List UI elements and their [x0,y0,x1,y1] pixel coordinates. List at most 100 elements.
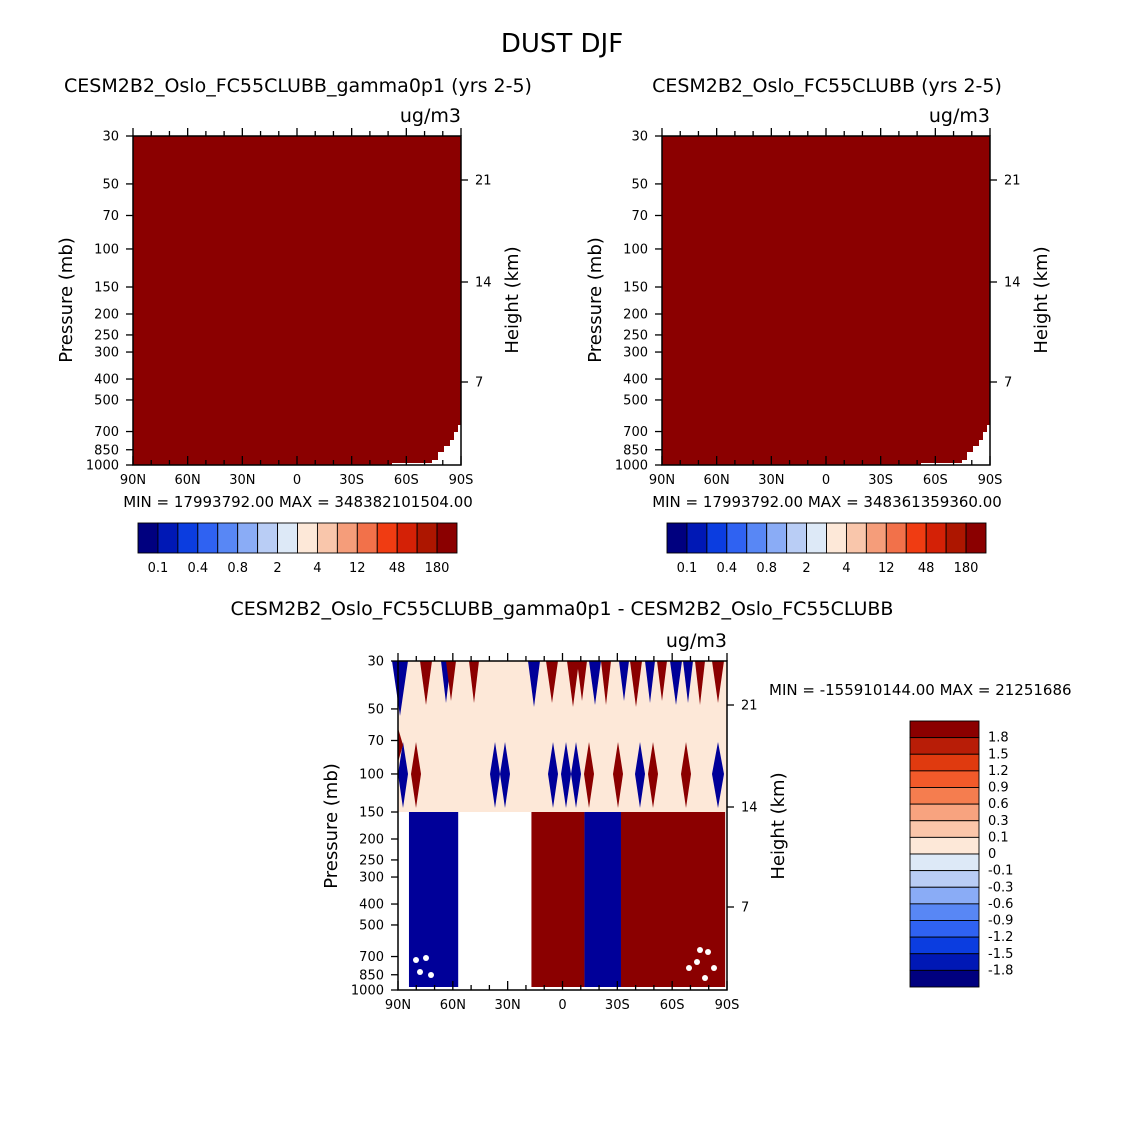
colorbar-swatch [766,522,788,554]
y-tick-label: 500 [623,393,648,408]
x-tick-label: 60N [175,473,201,488]
x-tick-label: 60S [923,473,948,488]
mid-blob [398,728,403,762]
colorbar-label: 0.4 [716,561,737,576]
panel-left-units: ug/m3 [400,105,461,127]
height-tick-label: 14 [741,801,758,816]
upper-spike [695,661,705,705]
y-tick-label: 30 [367,655,384,670]
upper-spike [657,661,667,701]
panel-left-ylabel: Pressure (mb) [56,237,77,363]
colorbar-swatch [396,522,418,554]
x-tick-label: 60N [704,473,730,488]
x-tick-label: 30N [229,473,255,488]
colorbar-swatch [686,522,708,554]
height-tick-label: 21 [475,174,492,189]
colorbar-label: 180 [425,561,450,576]
upper-spike [630,661,642,707]
upper-spike [589,661,601,705]
colorbar-swatch [826,522,847,554]
y-tick-label: 700 [94,425,119,440]
colorbar-swatch [909,753,980,772]
colorbar-label: 1.2 [988,764,1009,779]
colorbar-label: -0.6 [988,897,1013,912]
x-tick-label: 90S [715,998,740,1013]
colorbar-label: 48 [918,561,935,576]
colorbar-label: 12 [349,561,366,576]
upper-spike [446,661,456,701]
colorbar-swatch [297,522,318,554]
mid-blob [490,742,500,808]
height-tick-label: 21 [741,699,758,714]
colorbar-swatch [909,803,980,822]
panel-right: CESM2B2_Oslo_FC55CLUBB (yrs 2-5) ug/m3 3… [585,75,1052,576]
colorbar-label: 0.6 [988,797,1009,812]
y-tick-label: 200 [94,307,119,322]
colorbar-label: 4 [842,561,850,576]
main-title: DUST DJF [501,29,623,59]
colorbar-label: 0.1 [148,561,169,576]
panel-diff-title: CESM2B2_Oslo_FC55CLUBB_gamma0p1 - CESM2B… [231,598,894,620]
x-tick-label: 90S [978,473,1003,488]
panel-right-minmax: MIN = 17993792.00 MAX = 348361359360.00 [652,493,1002,511]
colorbar-swatch [277,522,298,554]
panel-diff-lower-regions [408,812,726,987]
colorbar-swatch [336,522,358,554]
colorbar-swatch [376,522,398,554]
panel-left-gap [392,425,461,465]
colorbar-swatch [217,522,239,554]
upper-spike [683,661,693,703]
colorbar-label: 0.1 [988,830,1009,845]
colorbar-label: 0.9 [988,781,1009,796]
upper-spike [528,661,540,707]
x-tick-label: 60S [660,998,685,1013]
panel-right-x-ticks: 90N 60N 30N 0 30S 60S 90S [649,128,1003,488]
white-hole [413,957,419,963]
y-tick-label: 1000 [615,459,648,474]
colorbar-swatch [909,836,980,855]
y-tick-label: 100 [623,242,648,257]
y-tick-label: 400 [359,898,384,913]
panel-left-right-ticks: 21 14 7 [461,174,492,391]
colorbar-label: -1.8 [988,963,1013,978]
y-tick-label: 250 [623,328,648,343]
panel-diff: CESM2B2_Oslo_FC55CLUBB_gamma0p1 - CESM2B… [231,598,1072,1013]
colorbar-label: 0.8 [756,561,777,576]
colorbar-swatch [905,522,927,554]
panel-right-units: ug/m3 [929,105,990,127]
colorbar-label: -0.3 [988,880,1013,895]
mid-blob [635,742,645,808]
colorbar-swatch [436,522,458,554]
x-tick-label: 30S [868,473,893,488]
colorbar-label: 0.1 [677,561,698,576]
panel-diff-right-ticks: 21 14 7 [727,699,758,916]
x-tick-label: 90S [449,473,474,488]
mid-blob [681,742,691,808]
height-tick-label: 14 [475,276,492,291]
colorbar-swatch [786,522,808,554]
panel-right-ylabel-right: Height (km) [1031,246,1052,353]
y-tick-label: 250 [359,853,384,868]
white-hole [711,965,717,971]
upper-spike [619,661,629,701]
panel-right-ylabel: Pressure (mb) [585,237,606,363]
white-hole [702,975,708,981]
panel-left-minmax: MIN = 17993792.00 MAX = 348382101504.00 [123,493,473,511]
colorbar-label: 0.8 [227,561,248,576]
white-hole [423,955,429,961]
colorbar-swatch [666,522,688,554]
y-tick-label: 70 [367,734,384,749]
colorbar-swatch [909,953,980,971]
mid-blob [571,742,581,808]
lower-region [531,812,585,987]
y-tick-label: 70 [631,209,648,224]
y-tick-label: 700 [623,425,648,440]
colorbar-swatch [237,522,259,554]
upper-spike [392,661,408,716]
upper-spike [567,661,579,707]
colorbar-swatch [909,870,980,888]
colorbar-swatch [137,522,159,554]
height-tick-label: 7 [741,901,749,916]
height-tick-label: 14 [1004,276,1021,291]
x-tick-label: 30N [758,473,784,488]
